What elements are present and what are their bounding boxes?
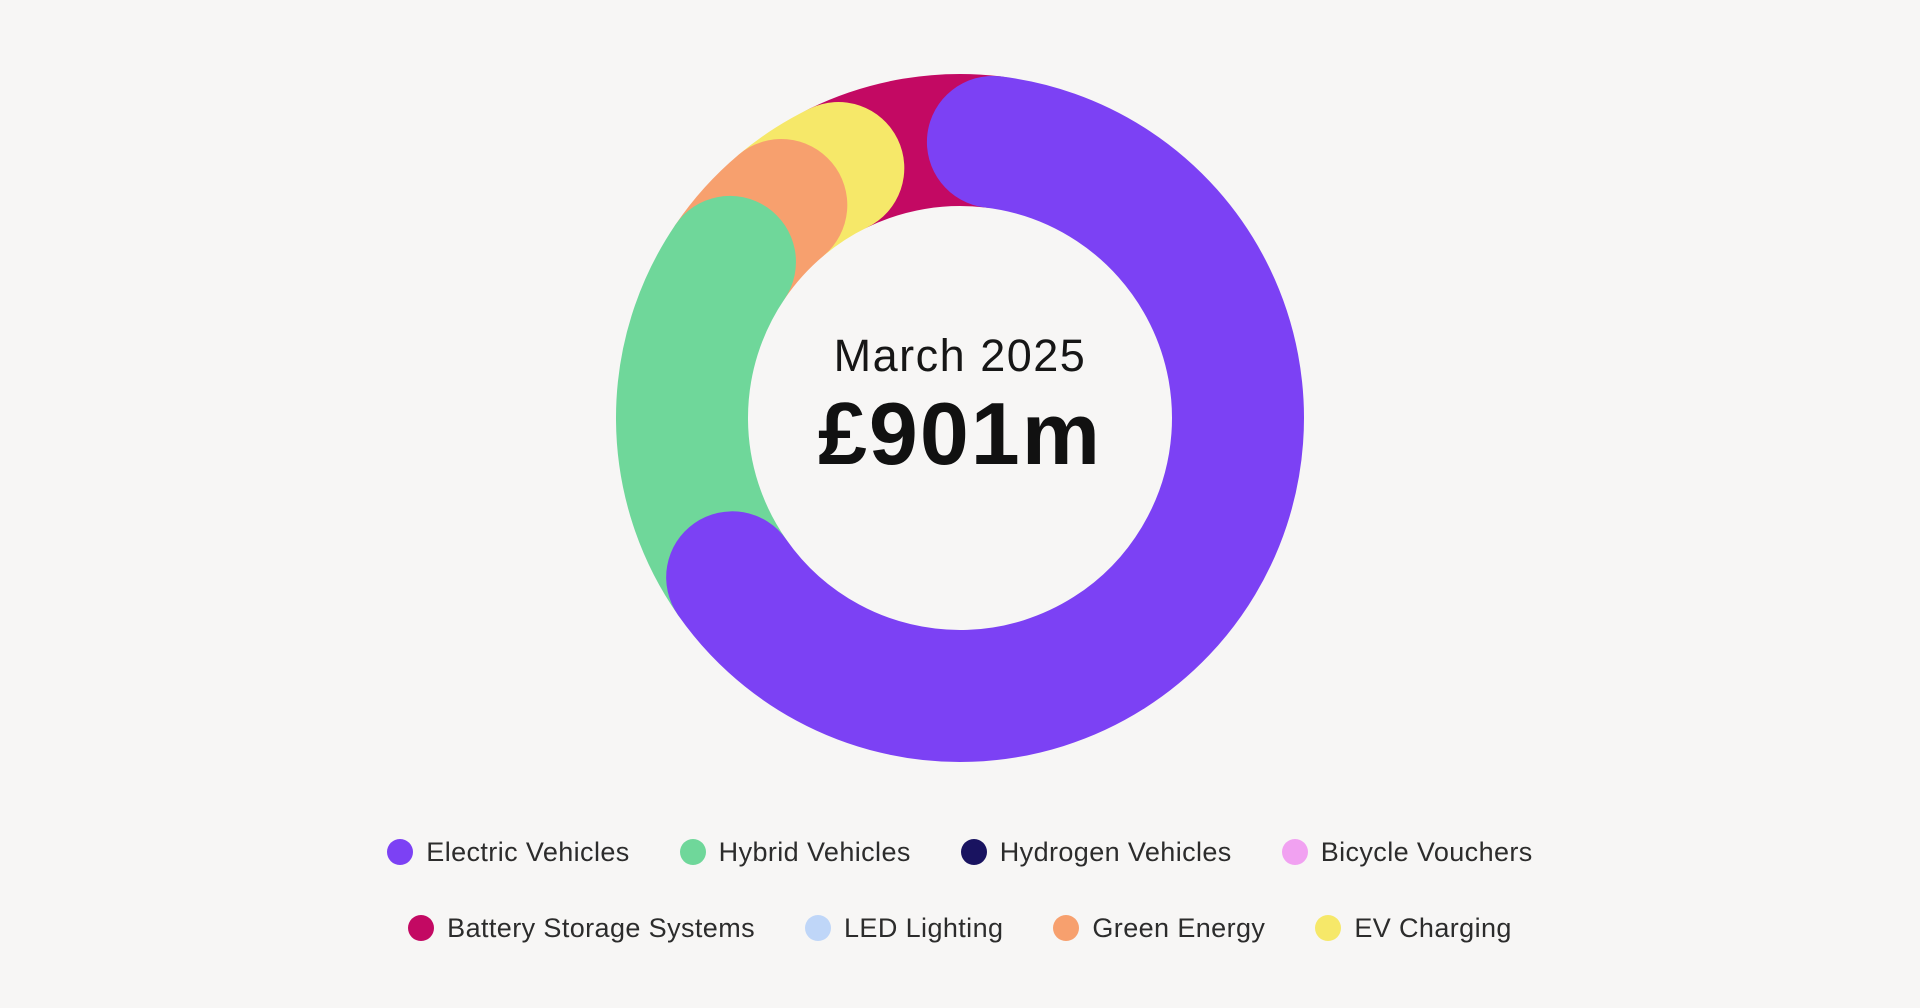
legend-swatch-bicycle-vouchers: [1281, 839, 1308, 865]
legend-label: Electric Vehicles: [426, 836, 630, 867]
legend-label: EV Charging: [1354, 912, 1512, 943]
legend-swatch-battery-storage-systems: [408, 915, 435, 941]
legend-swatch-green-energy: [1053, 915, 1080, 941]
legend-label: LED Lighting: [844, 912, 1004, 943]
legend-swatch-hydrogen-vehicles: [960, 839, 987, 865]
legend-item-hydrogen-vehicles[interactable]: Hydrogen Vehicles: [960, 836, 1232, 868]
legend-swatch-led-lighting: [805, 915, 831, 941]
legend-item-led-lighting[interactable]: LED Lighting: [805, 913, 1003, 944]
chart-legend: Electric Vehicles Hybrid Vehicles Hydrog…: [0, 832, 1920, 948]
legend-label: Hydrogen Vehicles: [999, 836, 1232, 867]
legend-label: Bicycle Vouchers: [1320, 836, 1533, 867]
legend-item-electric-vehicles[interactable]: Electric Vehicles: [387, 837, 629, 868]
legend-item-bicycle-vouchers[interactable]: Bicycle Vouchers: [1281, 836, 1533, 868]
legend-row-1: Electric Vehicles Hybrid Vehicles Hydrog…: [387, 832, 1532, 872]
legend-label: Green Energy: [1092, 912, 1266, 943]
legend-swatch-electric-vehicles: [387, 839, 414, 865]
legend-item-ev-charging[interactable]: EV Charging: [1315, 913, 1512, 944]
legend-label: Hybrid Vehicles: [718, 836, 911, 867]
legend-swatch-ev-charging: [1315, 915, 1342, 941]
legend-label: Battery Storage Systems: [447, 912, 755, 943]
legend-swatch-hybrid-vehicles: [679, 839, 706, 865]
legend-item-battery-storage-systems[interactable]: Battery Storage Systems: [408, 913, 755, 944]
legend-item-hybrid-vehicles[interactable]: Hybrid Vehicles: [679, 836, 911, 868]
legend-row-2: Battery Storage Systems LED Lighting Gre…: [408, 908, 1512, 948]
donut-segment-electric-vehicles[interactable]: [666, 75, 1304, 762]
legend-item-green-energy[interactable]: Green Energy: [1053, 913, 1265, 944]
